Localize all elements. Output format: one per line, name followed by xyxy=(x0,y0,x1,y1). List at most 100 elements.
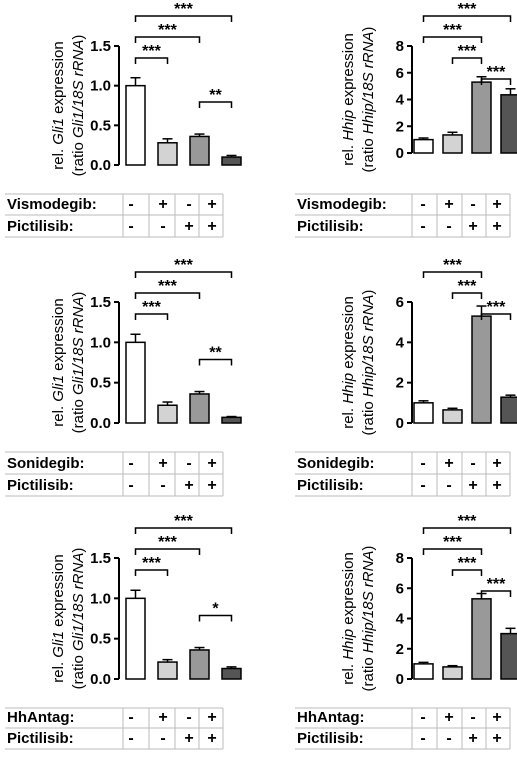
y-axis-label-line-1: rel. Hhip expression xyxy=(340,296,357,429)
condition-sign: + xyxy=(207,730,216,747)
condition-label: Pictilisib: xyxy=(7,477,74,494)
significance-bracket xyxy=(134,36,201,43)
y-tick-label: 0.5 xyxy=(90,375,111,392)
y-axis-label-part: Gli1/18S rRNA xyxy=(70,297,87,395)
y-axis-label-line-2: (ratio Gli1/18S rRNA) xyxy=(70,35,87,177)
y-tick-label: 1.5 xyxy=(90,38,111,55)
y-axis-label-part: (ratio xyxy=(70,138,87,176)
y-axis-label-part: (ratio xyxy=(70,651,87,689)
condition-sign: + xyxy=(158,709,167,726)
significance-bracket xyxy=(134,271,233,278)
condition-sign: + xyxy=(184,218,193,235)
condition-sign: + xyxy=(444,196,453,213)
bar xyxy=(442,409,463,424)
condition-sign: - xyxy=(160,218,165,235)
condition-sign: - xyxy=(470,455,475,472)
y-axis-label-part: rel. xyxy=(340,660,357,685)
bar xyxy=(471,315,492,424)
condition-sign: - xyxy=(420,709,425,726)
condition-sign: - xyxy=(128,730,133,747)
y-tick-label: 6 xyxy=(396,580,404,597)
significance-bracket xyxy=(451,57,483,64)
condition-sign: + xyxy=(207,709,216,726)
bar xyxy=(500,632,517,680)
y-tick-label: 0 xyxy=(396,145,404,162)
condition-label: Pictilisib: xyxy=(297,477,364,494)
y-axis-label-line-1: rel. Hhip expression xyxy=(340,33,357,166)
condition-label: HhAntag: xyxy=(7,709,75,726)
significance-bracket xyxy=(422,36,483,43)
y-axis-label-line-1: rel. Gli1 expression xyxy=(50,298,67,426)
condition-sign: + xyxy=(444,455,453,472)
condition-sign: - xyxy=(446,477,451,494)
condition-sign: - xyxy=(470,709,475,726)
condition-sign: + xyxy=(492,730,501,747)
significance-bracket xyxy=(422,15,512,22)
condition-sign: + xyxy=(158,455,167,472)
y-axis-label-part: Hhip/18S rRNA xyxy=(360,551,377,654)
y-axis-label-part: expression xyxy=(340,296,357,373)
condition-sign: - xyxy=(128,218,133,235)
bar xyxy=(500,396,517,424)
bar xyxy=(442,134,463,154)
significance-label: *** xyxy=(142,43,161,60)
significance-bracket xyxy=(480,590,512,597)
significance-label: *** xyxy=(458,1,477,18)
y-tick-label: 1.0 xyxy=(90,590,111,607)
condition-label: Pictilisib: xyxy=(7,218,74,235)
significance-bracket xyxy=(422,548,483,555)
y-axis-label-part: ) xyxy=(70,548,87,553)
condition-sign: + xyxy=(492,196,501,213)
y-axis-label-line-2: (ratio Hhip/18S rRNA) xyxy=(360,290,377,436)
bar xyxy=(413,402,434,424)
condition-sign: - xyxy=(160,477,165,494)
significance-bracket xyxy=(198,614,233,622)
condition-sign: - xyxy=(186,196,191,213)
significance-bracket xyxy=(134,15,233,22)
condition-sign: + xyxy=(468,730,477,747)
y-axis-label-part: rel. xyxy=(50,145,67,170)
y-axis-label-part: expression xyxy=(50,554,67,631)
condition-label: Vismodegib: xyxy=(7,196,97,213)
y-axis-label-part: Hhip xyxy=(340,110,357,141)
y-tick-label: 1.0 xyxy=(90,78,111,95)
y-tick-label: 0.5 xyxy=(90,631,111,648)
significance-label: *** xyxy=(458,43,477,60)
condition-sign: + xyxy=(492,218,501,235)
significance-label: * xyxy=(212,601,219,618)
bar xyxy=(157,404,178,424)
y-axis-label-line-2: (ratio Gli1/18S rRNA) xyxy=(70,292,87,434)
y-axis-label-part: (ratio xyxy=(360,397,377,435)
significance-bracket xyxy=(134,569,169,576)
condition-sign: + xyxy=(492,455,501,472)
y-axis-label-part: expression xyxy=(340,552,357,629)
y-tick-label: 4 xyxy=(396,334,405,351)
y-tick-label: 0 xyxy=(396,671,404,688)
significance-bracket xyxy=(134,57,169,64)
y-tick-label: 8 xyxy=(396,550,404,567)
y-tick-label: 8 xyxy=(396,38,404,55)
y-axis-label-part: Gli1 xyxy=(50,118,67,145)
y-axis-label-part: Gli1/18S rRNA xyxy=(70,553,87,651)
y-axis-label-part: Gli1 xyxy=(50,375,67,402)
significance-label: *** xyxy=(443,534,462,551)
y-tick-label: 0.0 xyxy=(90,671,111,688)
significance-label: *** xyxy=(158,278,177,295)
condition-label: Sonidegib: xyxy=(297,455,375,472)
y-axis-label-part: expression xyxy=(50,298,67,375)
y-axis-label-part: ) xyxy=(360,546,377,551)
significance-label: *** xyxy=(443,257,462,274)
significance-bracket xyxy=(134,313,169,320)
y-tick-label: 1.5 xyxy=(90,550,111,567)
y-tick-label: 0.5 xyxy=(90,117,111,134)
y-tick-label: 2 xyxy=(396,375,404,392)
y-tick-label: 4 xyxy=(396,92,405,109)
bar xyxy=(189,135,210,166)
y-axis-label-part: Hhip xyxy=(340,373,357,404)
y-axis-label-line-2: (ratio Gli1/18S rRNA) xyxy=(70,548,87,690)
